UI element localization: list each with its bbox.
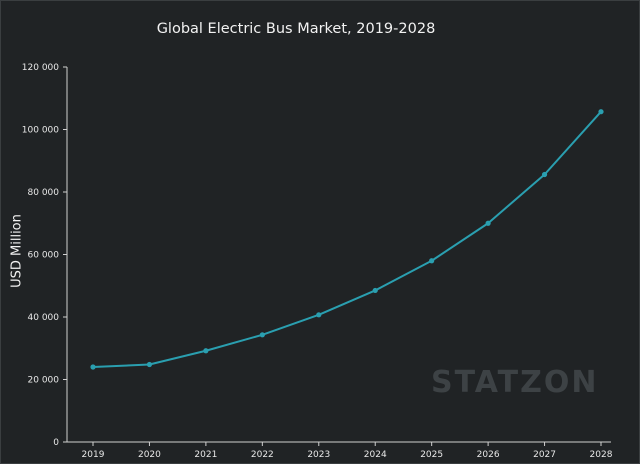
x-tick-label: 2021 xyxy=(194,450,217,460)
data-point xyxy=(372,287,378,294)
data-point xyxy=(429,258,435,264)
data-point xyxy=(90,364,96,370)
y-tick-label: 120 000 xyxy=(22,63,59,73)
y-tick-label: 40 000 xyxy=(28,313,60,323)
x-tick-label: 2020 xyxy=(138,450,161,460)
x-tick-label: 2025 xyxy=(420,450,443,460)
y-tick-label: 20 000 xyxy=(28,376,60,386)
data-point xyxy=(146,361,153,368)
data-point xyxy=(203,348,209,354)
data-point xyxy=(316,312,322,318)
data-point xyxy=(541,171,548,178)
chart-title: Global Electric Bus Market, 2019-2028 xyxy=(156,21,436,37)
x-tick-label: 2024 xyxy=(364,450,387,460)
x-tick-label: 2019 xyxy=(82,450,105,460)
x-tick-label: 2023 xyxy=(307,450,330,460)
data-point xyxy=(259,332,265,338)
data-point xyxy=(485,220,491,226)
x-tick-label: 2022 xyxy=(251,450,274,460)
watermark-logo: STATZON xyxy=(431,365,599,400)
x-tick-label: 2026 xyxy=(477,450,500,460)
series-line xyxy=(92,111,602,368)
data-point xyxy=(598,109,604,115)
y-tick-label: 60 000 xyxy=(28,251,60,261)
y-tick-label: 100 000 xyxy=(22,126,59,136)
x-tick-label: 2028 xyxy=(590,450,613,460)
y-tick-label: 80 000 xyxy=(28,188,60,198)
x-tick-label: 2027 xyxy=(533,450,556,460)
y-tick-label: 0 xyxy=(53,438,59,448)
